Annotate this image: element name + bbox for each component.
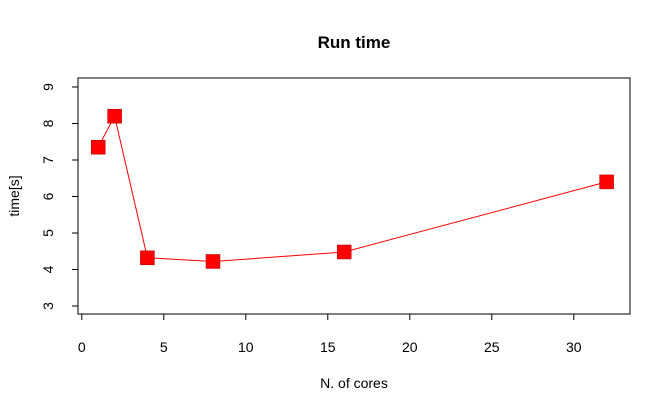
chart-title: Run time <box>318 33 391 52</box>
x-tick-label: 30 <box>566 339 582 355</box>
x-axis-label: N. of cores <box>320 375 388 391</box>
data-point <box>599 174 614 190</box>
y-tick-label: 6 <box>40 192 56 200</box>
x-tick-label: 15 <box>320 339 336 355</box>
y-tick-label: 8 <box>40 119 56 127</box>
y-tick-label: 9 <box>40 83 56 91</box>
y-axis-label: time[s] <box>6 175 22 216</box>
x-axis: 0 5 10 15 20 25 30 <box>78 313 582 355</box>
series-line <box>97 114 607 263</box>
data-point <box>90 139 106 155</box>
data-point <box>205 254 221 269</box>
y-tick-label: 3 <box>40 302 56 310</box>
data-point <box>140 250 155 266</box>
x-tick-label: 25 <box>484 339 500 355</box>
x-tick-label: 0 <box>78 339 86 355</box>
y-tick-label: 4 <box>40 265 56 273</box>
x-tick-label: 5 <box>160 339 168 355</box>
y-tick-label: 7 <box>40 156 56 164</box>
y-axis: 3 4 5 6 7 8 9 <box>40 83 79 310</box>
plot-frame <box>77 77 631 315</box>
x-tick-label: 10 <box>238 339 254 355</box>
data-point <box>336 244 352 260</box>
x-tick-label: 20 <box>402 339 418 355</box>
y-tick-label: 5 <box>40 229 56 237</box>
series-run-time <box>90 108 614 269</box>
data-point <box>107 108 122 124</box>
